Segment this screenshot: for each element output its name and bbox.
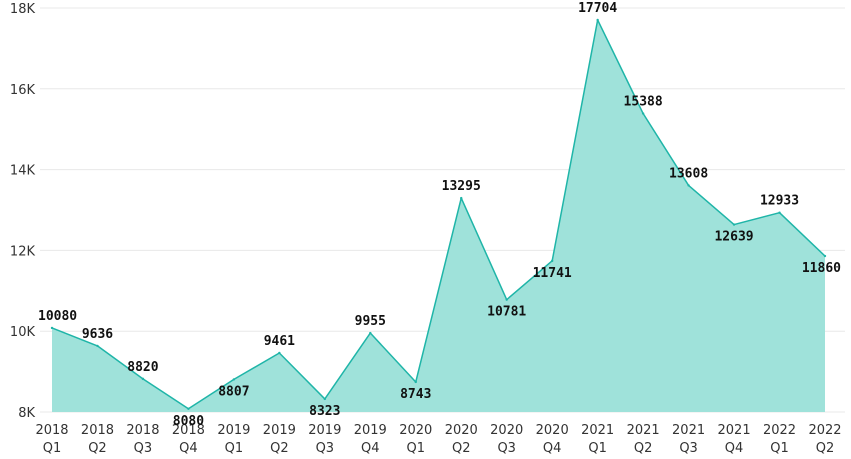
data-label: 9636: [82, 327, 113, 342]
x-tick-year: 2021: [718, 423, 751, 438]
data-point: [505, 298, 508, 301]
x-tick-year: 2020: [445, 423, 478, 438]
x-tick-year: 2021: [581, 423, 614, 438]
data-label: 13295: [442, 179, 481, 194]
x-tick-quarter: Q2: [88, 441, 107, 456]
x-tick-year: 2019: [217, 423, 250, 438]
x-tick-year: 2019: [263, 423, 296, 438]
data-label: 8323: [309, 404, 340, 419]
data-label: 9461: [264, 334, 295, 349]
x-tick-quarter: Q4: [725, 441, 744, 456]
x-tick-quarter: Q3: [497, 441, 516, 456]
x-tick-year: 2019: [308, 423, 341, 438]
x-tick-quarter: Q3: [679, 441, 698, 456]
x-tick-year: 2021: [672, 423, 705, 438]
x-tick-quarter: Q4: [361, 441, 380, 456]
data-label: 8080: [173, 414, 204, 429]
x-tick-quarter: Q2: [816, 441, 835, 456]
data-point: [141, 377, 145, 381]
y-tick-label: 8K: [18, 406, 35, 421]
x-tick-quarter: Q3: [134, 441, 153, 456]
x-tick-year: 2018: [172, 423, 205, 438]
data-label: 8807: [218, 384, 249, 399]
y-tick-label: 14K: [10, 164, 36, 179]
data-point: [50, 326, 54, 330]
x-axis: 2018 Q1 2018 Q2 2018 Q3 2018 Q4 2019 Q1 2019 Q2 2019…: [35, 423, 841, 456]
data-label: 17704: [578, 1, 617, 16]
x-tick-quarter: Q2: [270, 441, 289, 456]
x-tick-quarter: Q1: [225, 441, 244, 456]
y-tick-label: 16K: [10, 83, 36, 98]
x-tick-year: 2018: [35, 423, 68, 438]
data-point: [278, 351, 281, 355]
data-label: 13608: [669, 166, 708, 181]
x-tick-year: 2019: [354, 423, 387, 438]
data-label: 10781: [487, 305, 526, 320]
data-point: [550, 259, 554, 263]
x-tick-quarter: Q1: [588, 441, 607, 456]
data-point: [778, 211, 781, 214]
y-axis: 8K 10K 12K 14K 16K 18K: [10, 2, 36, 421]
data-label: 8820: [127, 360, 158, 375]
data-point: [596, 18, 599, 22]
x-tick-quarter: Q3: [316, 441, 335, 456]
data-point: [187, 407, 190, 410]
data-point: [687, 184, 690, 187]
data-label: 11860: [802, 261, 841, 276]
x-tick-quarter: Q1: [770, 441, 789, 456]
x-tick-year: 2021: [627, 423, 660, 438]
x-tick-quarter: Q1: [43, 441, 62, 456]
data-label: 11741: [533, 266, 572, 281]
x-tick-year: 2022: [808, 423, 841, 438]
data-point: [369, 331, 372, 335]
x-tick-quarter: Q2: [452, 441, 471, 456]
x-tick-year: 2018: [81, 423, 114, 438]
area-fill: [52, 19, 825, 412]
x-tick-year: 2020: [490, 423, 523, 438]
x-tick-year: 2018: [126, 423, 159, 438]
data-label: 12639: [714, 230, 753, 245]
data-label: 10080: [38, 309, 77, 324]
data-labels: 10080 9636 8820 8080 8807 9461 8323 9955 8743 132…: [38, 1, 841, 429]
area-series: [50, 18, 827, 412]
y-tick-label: 10K: [10, 325, 36, 340]
data-point: [823, 254, 827, 258]
x-tick-quarter: Q1: [407, 441, 426, 456]
series-line: [51, 19, 826, 410]
data-label: 15388: [624, 95, 663, 110]
x-tick-year: 2020: [399, 423, 432, 438]
data-point: [323, 397, 327, 401]
data-point: [641, 112, 645, 115]
x-tick-year: 2022: [763, 423, 796, 438]
data-point: [96, 344, 99, 348]
data-point: [414, 380, 417, 384]
data-label: 8743: [400, 387, 431, 402]
x-tick-quarter: Q4: [179, 441, 198, 456]
data-label: 9955: [355, 314, 386, 329]
data-point: [732, 223, 736, 226]
y-tick-label: 12K: [10, 244, 36, 259]
x-tick-quarter: Q2: [634, 441, 653, 456]
y-tick-label: 18K: [10, 2, 36, 17]
data-label: 12933: [760, 194, 799, 209]
x-tick-year: 2020: [536, 423, 569, 438]
data-point: [232, 378, 236, 381]
data-point: [460, 196, 463, 200]
x-tick-quarter: Q4: [543, 441, 562, 456]
